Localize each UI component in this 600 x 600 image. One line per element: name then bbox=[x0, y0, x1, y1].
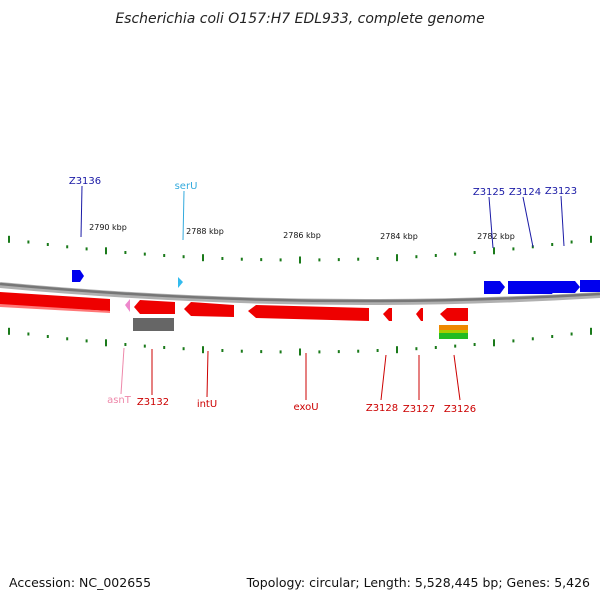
footer-genome-info: Topology: circular; Length: 5,528,445 bp… bbox=[246, 575, 590, 590]
scale-label-2782: 2782 kbp bbox=[477, 232, 515, 241]
map-title: Escherichia coli O157:H7 EDL933, complet… bbox=[115, 11, 484, 27]
gene-arrow-z3132[interactable] bbox=[134, 300, 175, 314]
footer-accession: Accession: NC_002655 bbox=[9, 575, 152, 590]
gene-arrow-z3126[interactable] bbox=[440, 308, 468, 321]
gene-arrow-intu[interactable] bbox=[184, 302, 234, 317]
leader-line-intu bbox=[206, 350, 209, 398]
leader-line-asnt bbox=[120, 347, 125, 395]
scale-label-2788: 2788 kbp bbox=[186, 227, 224, 236]
gene-label-z3127[interactable]: Z3127 bbox=[403, 404, 435, 415]
scale-label-2784: 2784 kbp bbox=[380, 232, 418, 241]
leader-line-z3136 bbox=[80, 185, 83, 238]
gene-label-asnt[interactable]: asnT bbox=[107, 395, 132, 406]
gene-label-z3125[interactable]: Z3125 bbox=[473, 187, 505, 198]
gene-arrow-z3136[interactable] bbox=[72, 270, 84, 282]
feature-block-z3132[interactable] bbox=[133, 318, 174, 331]
feature-band-yellow bbox=[439, 330, 468, 333]
top-gene-labels: Z3136 serU Z3125 Z3124 Z3123 bbox=[69, 176, 577, 249]
gene-arrow-z3123[interactable] bbox=[580, 280, 600, 292]
gene-arrow-shadow bbox=[0, 304, 110, 313]
scale-ticks-bottom bbox=[8, 327, 592, 356]
leader-line-z3126 bbox=[453, 354, 461, 401]
scale-labels: 2790 kbp 2788 kbp 2786 kbp 2784 kbp 2782… bbox=[89, 223, 515, 241]
leader-line-z3123 bbox=[560, 195, 565, 247]
feature-band-orange bbox=[439, 325, 468, 330]
gene-label-exou[interactable]: exoU bbox=[293, 402, 318, 413]
gene-arrow-z3127[interactable] bbox=[416, 308, 423, 321]
feature-band-green bbox=[439, 333, 468, 339]
forward-strand-features bbox=[72, 270, 600, 294]
gene-arrow-z3125[interactable] bbox=[484, 281, 505, 294]
scale-label-2790: 2790 kbp bbox=[89, 223, 127, 232]
gene-arrow-z3124b[interactable] bbox=[548, 281, 580, 293]
gene-label-seru[interactable]: serU bbox=[175, 181, 198, 192]
genome-backbone-line bbox=[0, 282, 600, 303]
gene-arrow-z3124[interactable] bbox=[508, 281, 557, 294]
bottom-gene-labels: asnT Z3132 intU exoU Z3128 Z3127 Z3126 bbox=[107, 347, 476, 415]
gene-label-z3136[interactable]: Z3136 bbox=[69, 176, 101, 187]
gene-label-z3123[interactable]: Z3123 bbox=[545, 186, 577, 197]
trna-arrow-seru[interactable] bbox=[178, 277, 183, 288]
leader-line-z3128 bbox=[380, 354, 387, 401]
gene-label-z3126[interactable]: Z3126 bbox=[444, 404, 476, 415]
leader-line-z3125 bbox=[488, 196, 494, 249]
trna-arrow-asnt[interactable] bbox=[125, 299, 130, 312]
scale-ticks-top bbox=[8, 235, 592, 264]
gene-label-intu[interactable]: intU bbox=[197, 399, 217, 410]
gene-label-z3128[interactable]: Z3128 bbox=[366, 403, 398, 414]
gene-label-z3132[interactable]: Z3132 bbox=[137, 397, 169, 408]
gene-arrow-exou[interactable] bbox=[248, 305, 369, 321]
gene-arrow-z3128[interactable] bbox=[383, 308, 392, 321]
leader-line-z3124 bbox=[522, 196, 534, 248]
reverse-strand-features bbox=[0, 292, 468, 339]
gene-label-z3124[interactable]: Z3124 bbox=[509, 187, 541, 198]
scale-label-2786: 2786 kbp bbox=[283, 231, 321, 240]
leader-line-seru bbox=[182, 190, 185, 241]
